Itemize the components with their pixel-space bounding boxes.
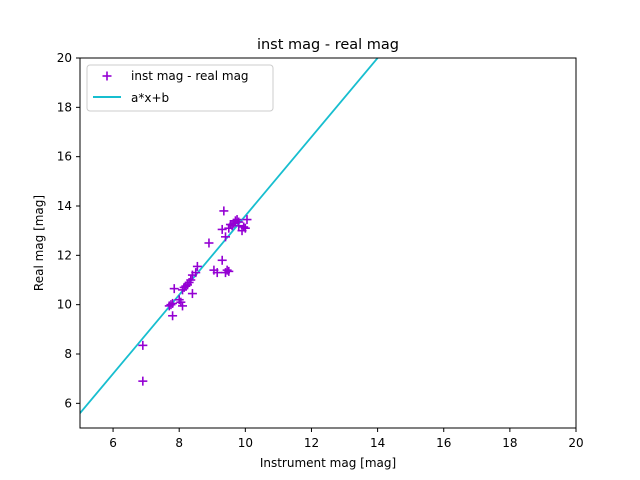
legend-label-line: a*x+b: [131, 91, 169, 105]
y-axis-label: Real mag [mag]: [32, 195, 46, 291]
legend-box: [86, 64, 274, 112]
data-point: [138, 376, 148, 386]
data-point: [219, 206, 229, 216]
y-tick-label: 20: [57, 51, 72, 65]
fit-line: [80, 58, 379, 414]
data-point: [166, 300, 176, 310]
plot-area: [80, 58, 379, 414]
data-point: [187, 289, 197, 299]
legend: inst mag - real mag a*x+b: [86, 64, 274, 112]
chart-title: inst mag - real mag: [257, 37, 399, 53]
x-axis-label: Instrument mag [mag]: [260, 456, 396, 470]
data-point: [168, 298, 178, 308]
y-axis: 6 8 10 12 14 16 18 20: [57, 51, 80, 410]
y-tick-label: 18: [57, 100, 72, 114]
x-tick-label: 8: [175, 436, 183, 450]
data-point: [204, 238, 214, 248]
plot-frame: [79, 57, 577, 429]
x-tick-label: 20: [568, 436, 583, 450]
x-tick-label: 14: [370, 436, 385, 450]
y-tick-label: 12: [57, 248, 72, 262]
x-tick-label: 10: [238, 436, 253, 450]
y-tick-label: 14: [57, 199, 72, 213]
data-point: [222, 265, 232, 275]
x-axis: 6 8 10 12 14 16 18 20: [109, 428, 584, 450]
y-tick-label: 8: [64, 347, 72, 361]
legend-label-scatter: inst mag - real mag: [131, 69, 249, 83]
data-point: [178, 301, 188, 311]
x-tick-label: 12: [304, 436, 319, 450]
data-point: [212, 268, 222, 278]
data-point: [191, 268, 201, 278]
x-tick-label: 16: [436, 436, 451, 450]
data-point: [240, 223, 250, 233]
data-point: [192, 261, 202, 271]
legend-plus-icon: [102, 71, 112, 81]
y-tick-label: 10: [57, 298, 72, 312]
x-tick-label: 6: [109, 436, 117, 450]
data-point: [242, 215, 252, 225]
data-point: [217, 224, 227, 234]
data-point: [186, 275, 196, 285]
data-point: [239, 222, 249, 232]
y-tick-label: 6: [64, 396, 72, 410]
data-point: [168, 311, 178, 321]
x-tick-label: 18: [502, 436, 517, 450]
data-point: [220, 232, 230, 242]
data-point: [169, 284, 179, 294]
data-point: [138, 340, 148, 350]
legend-marker-scatter: [102, 71, 112, 81]
data-point: [224, 266, 234, 276]
data-point: [217, 255, 227, 265]
y-tick-label: 16: [57, 150, 72, 164]
data-point: [234, 217, 244, 227]
